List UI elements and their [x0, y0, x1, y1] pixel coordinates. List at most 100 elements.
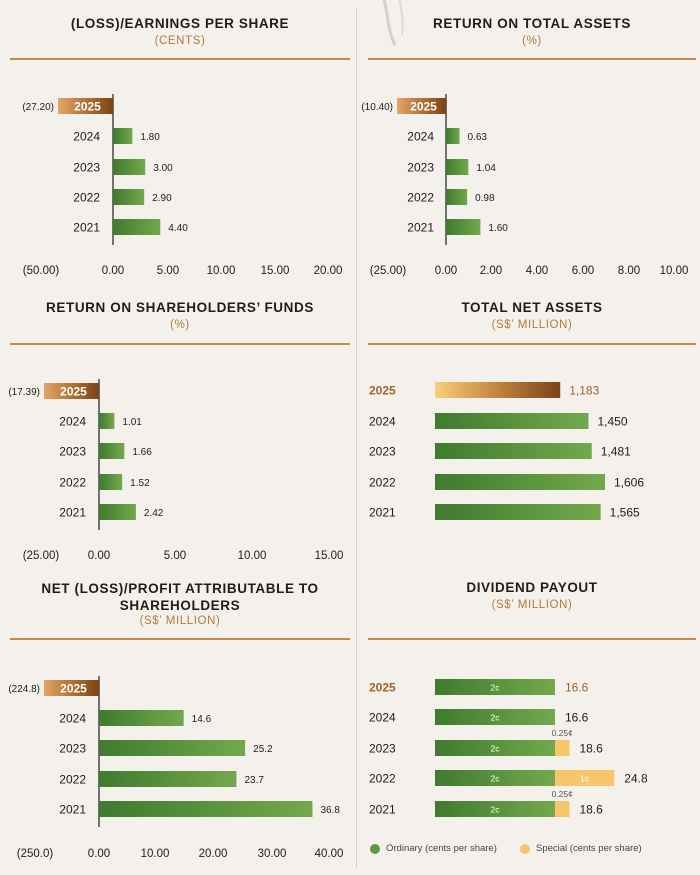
bar: [435, 443, 592, 459]
value-label: 0.98: [475, 193, 495, 204]
value-label: 24.8: [624, 772, 648, 786]
year-label: 2021: [369, 506, 396, 520]
value-label: 0.63: [468, 132, 488, 143]
bar-negative: [44, 383, 99, 399]
title-rule: [10, 638, 350, 640]
panel-subtitle: (%): [522, 35, 542, 47]
value-label: 16.6: [565, 711, 589, 725]
year-label: 2025: [60, 385, 87, 399]
panel-rota: RETURN ON TOTAL ASSETS (%): [368, 0, 696, 285]
decorative-branch-illustration: [382, 0, 404, 46]
year-label: 2024: [59, 415, 86, 429]
value-label: (27.20): [22, 102, 54, 113]
value-label: 1.01: [122, 417, 142, 428]
tick-label: 0.00: [88, 550, 110, 562]
value-label: 18.6: [579, 742, 603, 756]
value-label: 2.42: [144, 508, 164, 519]
bar-special: [555, 740, 570, 756]
title-rule: [10, 58, 350, 60]
bar: [113, 189, 145, 205]
bar: [446, 159, 469, 175]
segment-label-ordinary: 2c: [491, 774, 501, 784]
title-rule: [368, 58, 696, 60]
bar: [99, 413, 115, 429]
segment-label-special: 1c: [580, 774, 590, 784]
panel-subtitle: (S$’ MILLION): [491, 319, 573, 331]
bar-negative: [44, 680, 99, 696]
tick-label: 4.00: [526, 265, 548, 277]
bar-ordinary: [435, 740, 555, 756]
year-label: 2024: [73, 130, 100, 144]
year-label: 2022: [73, 191, 100, 205]
value-label: 18.6: [579, 803, 603, 817]
panel-title: NET (LOSS)/PROFIT ATTRIBUTABLE TO SHAREH…: [41, 581, 319, 613]
segment-label-ordinary: 2c: [491, 683, 501, 693]
bar: [446, 128, 460, 144]
value-label: 4.40: [168, 223, 188, 234]
year-label: 2022: [407, 191, 434, 205]
value-label: 14.6: [192, 714, 212, 725]
tick-label: (25.00): [370, 265, 407, 277]
value-label: 1,606: [614, 476, 644, 490]
bar: [99, 504, 136, 520]
tick-label: (25.00): [23, 550, 60, 562]
bar: [435, 474, 605, 490]
tick-label: 10.00: [141, 848, 170, 860]
value-label: 1,183: [569, 384, 599, 398]
year-label: 2024: [369, 711, 396, 725]
tick-label: 8.00: [618, 265, 640, 277]
value-label: 1.60: [488, 223, 508, 234]
legend-label-ordinary: Ordinary (cents per share): [386, 843, 497, 854]
value-label: (224.8): [8, 684, 40, 695]
legend-item-special: Special (cents per share): [520, 843, 642, 854]
bar: [113, 219, 161, 235]
year-label: 2021: [369, 803, 396, 817]
tick-label: 0.00: [88, 848, 110, 860]
tick-label: 30.00: [258, 848, 287, 860]
tick-label: 5.00: [164, 550, 186, 562]
bar: [113, 128, 133, 144]
tick-label: 5.00: [157, 265, 179, 277]
segment-label-special: 0.25¢: [552, 789, 574, 799]
tick-label: 15.00: [315, 550, 344, 562]
segment-label-ordinary: 2c: [491, 713, 501, 723]
tick-label: 10.00: [660, 265, 689, 277]
panel-subtitle: (S$’ MILLION): [139, 615, 221, 627]
segment-label-ordinary: 2c: [491, 744, 501, 754]
value-label: 25.2: [253, 744, 273, 755]
segment-label-special: 0.25¢: [552, 728, 574, 738]
legend-swatch-ordinary: [370, 843, 380, 854]
panel-title: DIVIDEND PAYOUT: [466, 580, 598, 595]
legend-swatch-special: [520, 843, 530, 854]
title-rule: [10, 343, 350, 345]
column-divider: [356, 8, 357, 867]
bar: [99, 740, 246, 756]
tick-label: (250.0): [17, 848, 54, 860]
bar: [99, 710, 184, 726]
panel-eps: (LOSS)/EARNINGS PER SHARE (CENTS): [10, 0, 350, 285]
bar-ordinary: [435, 770, 555, 786]
value-label: 1.04: [476, 163, 496, 174]
tick-label: 2.00: [480, 265, 502, 277]
year-label: 2023: [59, 742, 86, 756]
year-label: 2021: [73, 221, 100, 235]
tick-label: 6.00: [572, 265, 594, 277]
value-label: 1.66: [132, 447, 152, 458]
tick-label: 20.00: [314, 265, 343, 277]
panel-dividend-payout: DIVIDEND PAYOUT (S$’ MILLION): [368, 572, 696, 872]
bar: [446, 219, 481, 235]
segment-label-ordinary: 2c: [491, 805, 501, 815]
bar-negative: [58, 98, 113, 114]
year-label: 2022: [369, 476, 396, 490]
legend-item-ordinary: Ordinary (cents per share): [370, 843, 497, 854]
bar: [435, 413, 589, 429]
value-label: 23.7: [244, 775, 264, 786]
panel-rosf: RETURN ON SHAREHOLDERS’ FUNDS (%): [10, 290, 350, 570]
tick-label: 20.00: [199, 848, 228, 860]
year-label: 2021: [59, 803, 86, 817]
legend-label-special: Special (cents per share): [536, 843, 642, 854]
tick-label: 10.00: [238, 550, 267, 562]
year-label: 2025: [369, 681, 396, 695]
year-label: 2025: [60, 682, 87, 696]
